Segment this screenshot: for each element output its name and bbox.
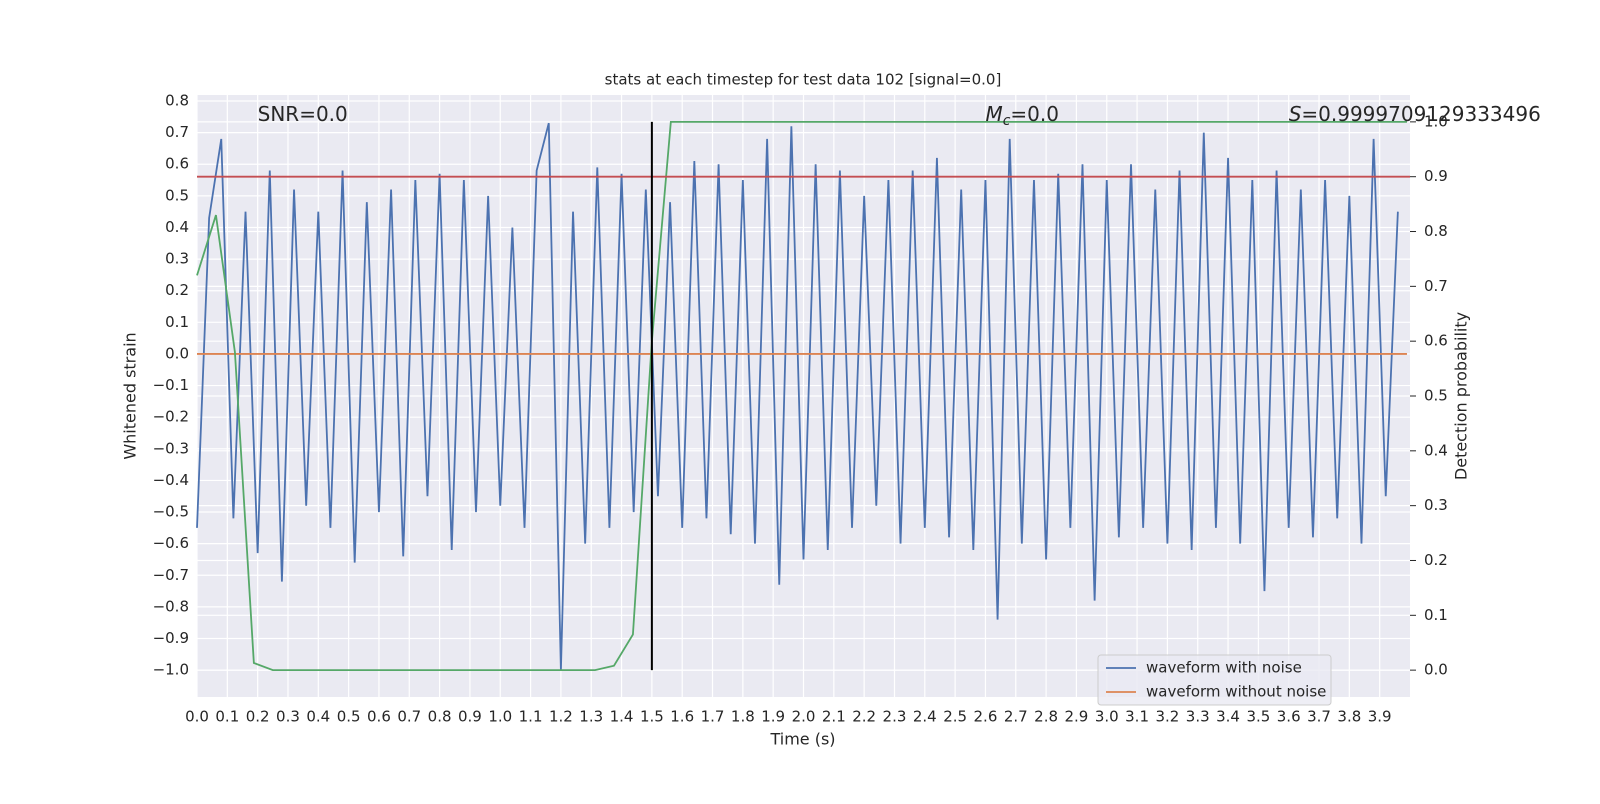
x-tick-label: 3.4 [1216, 708, 1240, 726]
x-tick-label: 1.4 [610, 708, 634, 726]
y-tick-label: −0.1 [153, 376, 189, 394]
x-tick-label: 2.3 [883, 708, 907, 726]
y2-axis-label: Detection probability [1452, 312, 1471, 480]
x-tick-label: 0.7 [397, 708, 421, 726]
series-line [196, 120, 1407, 672]
annotation-text: =0.9999709129333496 [1301, 102, 1540, 126]
x-tick-label: 2.4 [913, 708, 937, 726]
annotation-symbol: S [1289, 102, 1302, 126]
y-tick-label: 0.2 [165, 281, 189, 299]
y-tick-label: −1.0 [153, 661, 189, 679]
y-tick-label: −0.4 [153, 471, 189, 489]
x-tick-label: 3.8 [1337, 708, 1361, 726]
x-tick-label: 1.2 [549, 708, 573, 726]
x-tick-label: 0.9 [458, 708, 482, 726]
y2-tick-label: 0.7 [1424, 277, 1448, 295]
y-tick-label: 0.0 [165, 344, 189, 362]
x-tick-label: 0.2 [246, 708, 270, 726]
x-tick-label: 2.8 [1034, 708, 1058, 726]
y2-tick-label: 0.5 [1424, 387, 1448, 405]
x-tick-label: 3.5 [1246, 708, 1270, 726]
y2-tick-label: 0.2 [1424, 551, 1448, 569]
x-tick-label: 0.6 [367, 708, 391, 726]
annotation: SNR=0.0 [258, 102, 348, 126]
y2-tick-label: 0.8 [1424, 222, 1448, 240]
x-tick-label: 2.0 [792, 708, 816, 726]
x-tick-label: 0.0 [185, 708, 209, 726]
y2-tick-label: 0.4 [1424, 441, 1448, 459]
y-tick-label: 0.5 [165, 186, 189, 204]
x-tick-label: 1.7 [701, 708, 725, 726]
x-tick-label: 0.5 [337, 708, 361, 726]
y-tick-label: 0.6 [165, 155, 189, 173]
x-tick-label: 0.1 [215, 708, 239, 726]
x-axis-label: Time (s) [769, 730, 835, 749]
x-tick-label: 3.3 [1186, 708, 1210, 726]
x-tick-label: 3.2 [1155, 708, 1179, 726]
x-tick-label: 0.8 [428, 708, 452, 726]
annotation-subscript: c [1003, 113, 1011, 129]
y-tick-label: −0.6 [153, 534, 189, 552]
y-tick-label: −0.3 [153, 439, 189, 457]
x-tick-label: 1.1 [519, 708, 543, 726]
y-tick-label: 0.7 [165, 123, 189, 141]
x-tick-label: 1.6 [670, 708, 694, 726]
legend-box [1097, 654, 1332, 706]
y-axis-label: Whitened strain [121, 332, 140, 459]
series-line [196, 122, 1399, 671]
x-tick-label: 3.0 [1095, 708, 1119, 726]
x-tick-label: 1.0 [488, 708, 512, 726]
y-tick-label: 0.4 [165, 218, 189, 236]
marks [196, 120, 1410, 672]
x-tick-label: 2.7 [1004, 708, 1028, 726]
y-tick-label: 0.8 [165, 92, 189, 110]
annotation-symbol: M [985, 102, 1002, 126]
y-tick-label: 0.1 [165, 313, 189, 331]
annotation: Mc=0.0 [985, 102, 1059, 130]
legend-label: waveform with noise [1146, 659, 1302, 677]
x-tick-label: 3.9 [1368, 708, 1392, 726]
x-tick-label: 1.5 [640, 708, 664, 726]
y2-tick-label: 1.0 [1424, 112, 1448, 130]
x-tick-label: 2.2 [852, 708, 876, 726]
y2-tick-label: 0.9 [1424, 167, 1448, 185]
chart-title: stats at each timestep for test data 102… [605, 71, 1002, 89]
y-tick-label: −0.2 [153, 408, 189, 426]
y2-tick-label: 0.6 [1424, 332, 1448, 350]
y2-tick-label: 0.0 [1424, 661, 1448, 679]
y-tick-label: −0.7 [153, 566, 189, 584]
x-tick-label: 3.6 [1277, 708, 1301, 726]
x-tick-label: 2.6 [974, 708, 998, 726]
annotation-text: SNR=0.0 [258, 102, 348, 126]
y2-tick-label: 0.3 [1424, 496, 1448, 514]
annotation-text: =0.0 [1010, 102, 1059, 126]
x-tick-label: 2.5 [943, 708, 967, 726]
y-tick-label: −0.9 [153, 629, 189, 647]
x-tick-label: 0.3 [276, 708, 300, 726]
x-tick-label: 1.8 [731, 708, 755, 726]
y2-tick-label: 0.1 [1424, 606, 1448, 624]
x-tick-label: 3.7 [1307, 708, 1331, 726]
x-tick-label: 1.9 [761, 708, 785, 726]
y-tick-label: −0.5 [153, 503, 189, 521]
y-tick-label: 0.3 [165, 250, 189, 268]
x-tick-label: 2.1 [822, 708, 846, 726]
x-tick-label: 0.4 [306, 708, 330, 726]
x-tick-label: 1.3 [579, 708, 603, 726]
y-tick-label: −0.8 [153, 597, 189, 615]
x-tick-label: 2.9 [1064, 708, 1088, 726]
annotation: S=0.9999709129333496 [1289, 102, 1541, 126]
x-tick-label: 3.1 [1125, 708, 1149, 726]
legend-label: waveform without noise [1146, 683, 1326, 701]
